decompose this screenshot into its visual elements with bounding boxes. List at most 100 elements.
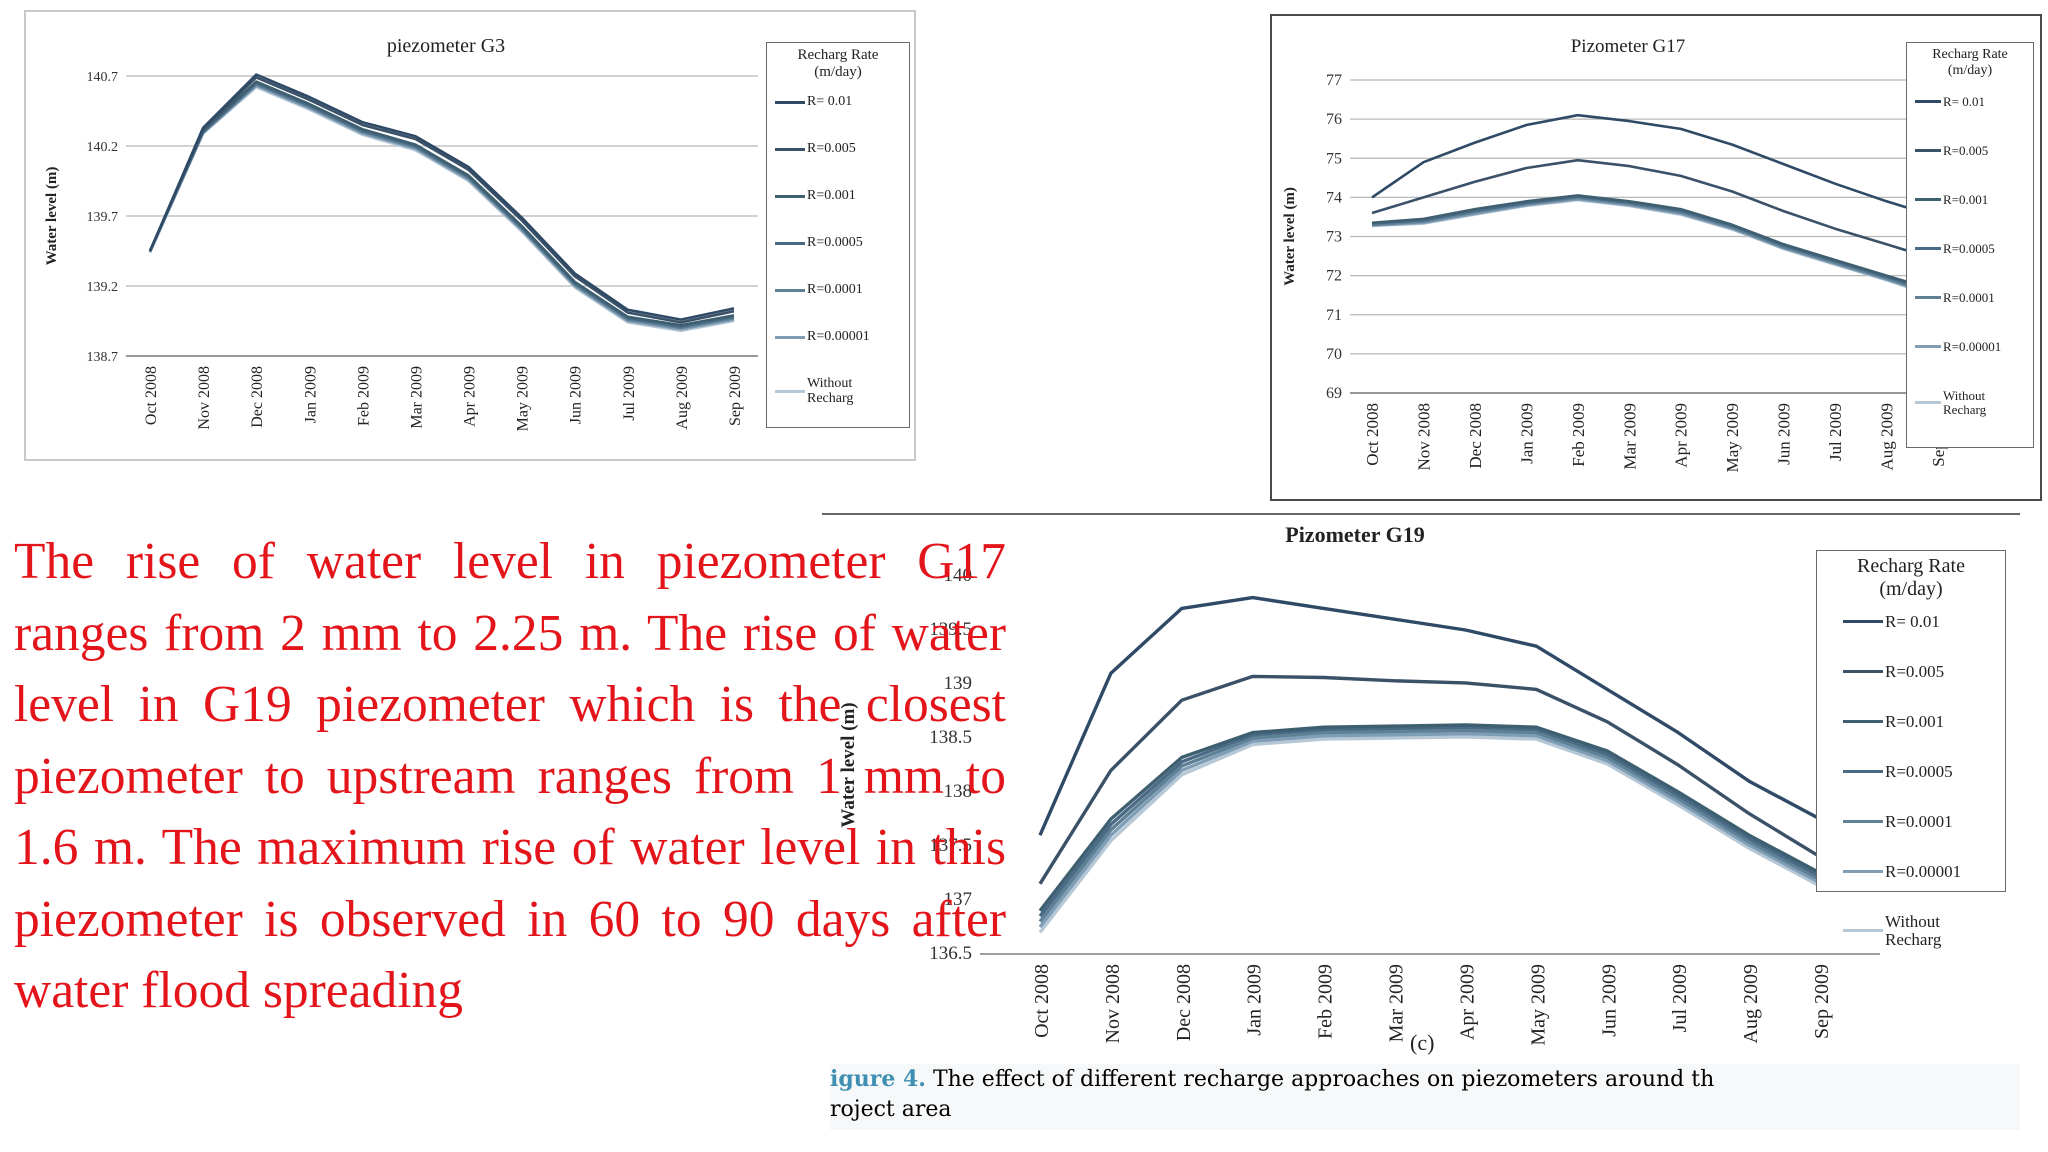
g17-legend-item: Without Recharg — [1907, 389, 2033, 416]
g17-legend-swatch — [1915, 247, 1941, 251]
g19-legend-item: R=0.001 — [1817, 713, 2005, 731]
caption-label: igure 4. — [830, 1066, 926, 1092]
g3-xtick-label: Aug 2009 — [674, 366, 691, 430]
g17-legend-swatch — [1915, 198, 1941, 202]
g19-series-line-2 — [1038, 723, 1821, 912]
g3-legend-item: R= 0.01 — [767, 94, 909, 110]
chart-pizometer-g19: Pizometer G19 136.5 137 137.5 138 138.5 139 139… — [822, 513, 2020, 1046]
g19-legend-swatch — [1843, 720, 1883, 724]
g17-ytick-label: 72 — [1326, 268, 1342, 285]
g17-xtick-label: Aug 2009 — [1878, 403, 1897, 471]
g17-legend: Recharg Rate (m/day) R= 0.01 R=0.005 R=0.00… — [1906, 42, 2034, 448]
g17-series-line-0 — [1371, 113, 1939, 219]
g17-svg: Pizometer G17 69 70 71 72 73 74 75 76 77 Water lev… — [1282, 36, 1960, 472]
g17-legend-title: Recharg Rate (m/day) — [1932, 47, 2008, 79]
g19-ytick-label: 139.5 — [929, 619, 972, 640]
g3-legend-swatch — [775, 390, 805, 394]
g19-y-axis-label: Water level (m) — [838, 702, 859, 827]
g19-ytick-label: 137 — [944, 889, 973, 910]
g3-ytick-label: 139.7 — [87, 210, 119, 225]
chart-piezometer-g3: piezometer G3 138.7 139.2 139.7 140.2 140.7 Wa… — [24, 10, 916, 461]
g19-ytick-label: 138 — [944, 781, 973, 802]
g17-series-line-2 — [1371, 194, 1939, 293]
g3-y-axis-label: Water level (m) — [44, 167, 60, 266]
g19-legend-item: R=0.00001 — [1817, 863, 2005, 881]
g19-legend-swatch — [1843, 820, 1883, 824]
g3-legend-swatch — [775, 147, 805, 151]
g17-ytick-label: 70 — [1326, 346, 1342, 363]
g17-xtick-label: Nov 2008 — [1414, 403, 1433, 471]
g17-series-line-1 — [1371, 158, 1939, 262]
g17-title: Pizometer G17 — [1571, 36, 1686, 57]
g3-legend-label: R=0.001 — [807, 188, 856, 203]
g17-xtick-label: Jul 2009 — [1826, 403, 1845, 461]
g19-legend-label: R= 0.01 — [1885, 612, 1940, 631]
g19-ytick-label: 140 — [944, 565, 973, 586]
g19-legend: Recharg Rate (m/day) R= 0.01 R=0.005 R=0.00… — [1816, 550, 2006, 948]
g3-legend-item: R=0.00001 — [767, 329, 909, 345]
g19-xtick-label: Sep 2009 — [1811, 964, 1833, 1039]
g3-xtick-label: Jul 2009 — [621, 366, 638, 421]
g3-xtick-label: Sep 2009 — [727, 366, 744, 426]
g19-legend-swatch — [1843, 670, 1883, 674]
g3-legend-swatch — [775, 100, 805, 104]
g3-series-line-5 — [148, 84, 735, 331]
g19-series-line-0 — [1038, 595, 1821, 836]
g3-legend-swatch — [775, 241, 805, 245]
g17-xtick-label: Jun 2009 — [1775, 403, 1794, 465]
g3-legend-item: R=0.0001 — [767, 282, 909, 298]
figure-sublabel: (c) — [1410, 1030, 1435, 1055]
g19-legend-label: R=0.001 — [1885, 712, 1945, 731]
g17-series-line-4 — [1371, 196, 1939, 297]
g17-legend-label: R= 0.01 — [1943, 94, 1986, 109]
g17-y-axis-label: Water level (m) — [1282, 187, 1298, 286]
g3-xtick-label: Feb 2009 — [355, 366, 372, 426]
g3-series-line-4 — [148, 83, 735, 330]
g17-legend-swatch — [1915, 345, 1941, 349]
g19-ytick-label: 138.5 — [929, 727, 972, 748]
g17-legend-swatch — [1915, 401, 1941, 405]
g19-legend-swatch — [1843, 620, 1883, 624]
g19-xtick-label: Jan 2009 — [1244, 964, 1266, 1036]
g19-legend-label: R=0.0005 — [1885, 762, 1953, 781]
g3-ytick-label: 139.2 — [87, 280, 119, 295]
g3-ytick-label: 138.7 — [87, 350, 119, 365]
g17-legend-label: R=0.001 — [1943, 192, 1989, 207]
g19-xtick-label: Jun 2009 — [1598, 964, 1620, 1037]
g19-xtick-label: Dec 2008 — [1173, 964, 1195, 1041]
g19-legend-item: R=0.0001 — [1817, 813, 2005, 831]
g17-legend-label: Without Recharg — [1943, 388, 1987, 417]
g19-xtick-label: Jul 2009 — [1669, 964, 1691, 1032]
g3-series-line-3 — [148, 81, 735, 328]
g19-legend-title: Recharg Rate (m/day) — [1857, 555, 1965, 600]
g17-legend-item: R=0.0005 — [1907, 242, 2033, 256]
g19-xtick-label: Aug 2009 — [1740, 964, 1762, 1043]
g3-legend-label: R=0.0001 — [807, 282, 863, 297]
g3-xtick-label: Dec 2008 — [249, 366, 266, 428]
g17-legend-swatch — [1915, 100, 1941, 104]
caption-text: The effect of different recharge approac… — [830, 1067, 1715, 1122]
g3-xtick-label: Apr 2009 — [462, 366, 479, 427]
g17-ytick-label: 71 — [1326, 307, 1342, 324]
g19-legend-item: R= 0.01 — [1817, 613, 2005, 631]
g17-legend-item: R= 0.01 — [1907, 95, 2033, 109]
g3-xtick-label: May 2009 — [515, 366, 532, 431]
g19-legend-swatch — [1843, 870, 1883, 874]
g19-series-line-3 — [1038, 725, 1821, 918]
g17-ytick-label: 77 — [1326, 72, 1342, 89]
g3-ytick-label: 140.7 — [87, 70, 119, 85]
g3-legend-item: Without Recharg — [767, 376, 909, 406]
g3-series-line-6 — [148, 85, 735, 333]
g19-legend-label: R=0.0001 — [1885, 812, 1953, 831]
g3-xtick-label: Nov 2008 — [196, 366, 213, 430]
g3-legend-item: R=0.005 — [767, 141, 909, 157]
g17-legend-label: R=0.0005 — [1943, 241, 1995, 256]
g3-legend-label: R=0.005 — [807, 141, 856, 156]
g19-legend-label: R=0.00001 — [1885, 862, 1962, 881]
g3-legend-swatch — [775, 288, 805, 292]
g3-xtick-label: Jun 2009 — [568, 366, 585, 424]
g17-legend-swatch — [1915, 296, 1941, 300]
g3-legend-label: R=0.00001 — [807, 329, 870, 344]
g17-xtick-label: Apr 2009 — [1672, 403, 1691, 468]
g19-xtick-label: Nov 2008 — [1102, 964, 1124, 1043]
